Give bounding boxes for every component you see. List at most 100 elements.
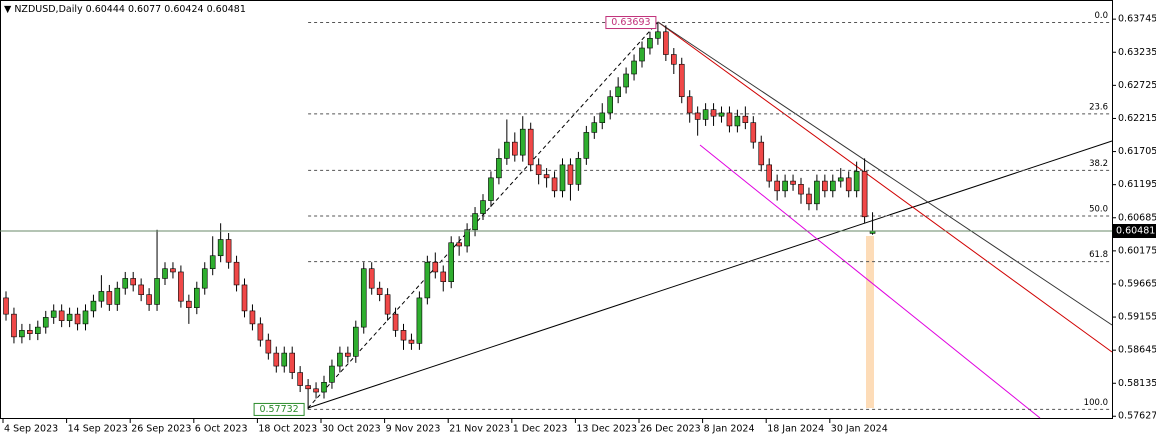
candle-body (845, 177, 852, 192)
candle-body (822, 180, 828, 192)
y-tick-label: 0.61195 (1118, 179, 1156, 190)
x-tick-label: 9 Nov 2023 (386, 424, 441, 435)
candle-body (384, 294, 391, 315)
fib-label: 61.8 (1089, 250, 1108, 260)
candle-body (34, 326, 41, 334)
candle-body (225, 239, 232, 263)
candle-body (42, 317, 49, 328)
candle-body (782, 180, 788, 192)
candle-body (694, 112, 701, 120)
candle-body (114, 287, 121, 305)
y-tick-label: 0.58645 (1118, 345, 1156, 356)
candle-body (527, 128, 534, 166)
candle-body (702, 109, 709, 120)
candle-body (511, 141, 518, 156)
x-tick-label: 26 Sep 2023 (131, 424, 191, 435)
header-low: 0.60424 (164, 4, 203, 15)
fib-high-box (605, 16, 657, 30)
x-tick-label: 8 Jan 2024 (704, 424, 755, 435)
candle-body (178, 271, 184, 302)
y-tick-label: 0.63235 (1118, 47, 1156, 58)
candle-body (217, 239, 224, 257)
y-tick-label: 0.62725 (1118, 80, 1156, 91)
candle-body (27, 330, 33, 334)
header-arrow: ▼ (4, 4, 14, 15)
candle-body (488, 177, 494, 201)
fib-low-box (253, 402, 305, 416)
fib-label: 23.6 (1089, 102, 1108, 112)
candle-body (861, 171, 868, 218)
candle-body (567, 164, 574, 185)
x-tick-label: 4 Sep 2023 (4, 424, 58, 435)
candle-body (321, 382, 327, 393)
candle-body (3, 297, 9, 315)
x-tick-label: 18 Oct 2023 (258, 424, 317, 435)
candle-body (543, 174, 550, 179)
candle-body (90, 300, 97, 312)
candle-body (734, 115, 741, 127)
candle-body (313, 388, 319, 393)
candle-body (162, 268, 168, 279)
candle-body (718, 112, 725, 117)
candle-body (670, 54, 677, 65)
candle-body (432, 261, 439, 273)
header-close: 0.60481 (207, 4, 246, 15)
candle-body (122, 278, 129, 289)
fib-label: 100.0 (1084, 398, 1108, 408)
y-tick-label: 0.59155 (1118, 312, 1156, 323)
candle-body (281, 352, 288, 367)
candle-body (710, 109, 717, 117)
candle-body (19, 330, 25, 338)
candle-body (678, 63, 685, 98)
candle-body (798, 184, 804, 195)
y-tick-label: 0.58135 (1118, 378, 1156, 389)
candle-body (456, 242, 462, 247)
candle-body (583, 132, 590, 159)
candle-body (519, 128, 526, 156)
candle-body (599, 112, 606, 123)
fib-label: 38.2 (1089, 159, 1108, 169)
candle-body (257, 323, 264, 341)
candle-body (130, 278, 136, 286)
candle-body (480, 200, 486, 214)
candle-body (535, 164, 542, 175)
candle-body (742, 115, 749, 123)
x-tick-label: 30 Oct 2023 (322, 424, 381, 435)
candle-body (11, 313, 17, 338)
candle-body (766, 164, 773, 182)
current-price-label: 0.60481 (1116, 226, 1155, 237)
candle-body (368, 268, 375, 289)
candle-body (201, 268, 208, 289)
candle-body (496, 158, 502, 179)
fib-low-label: 0.57732 (259, 404, 298, 415)
candle-body (392, 313, 399, 331)
candle-body (631, 60, 637, 75)
candle-body (289, 352, 296, 373)
candle-body (265, 339, 272, 354)
x-tick-label: 13 Dec 2023 (576, 424, 637, 435)
drawings (307, 21, 1113, 419)
y-tick-label: 0.57627 (1118, 411, 1156, 422)
candle-body (360, 268, 367, 328)
candle-body (241, 284, 248, 312)
candle-body (82, 310, 89, 325)
candle-body (806, 193, 812, 205)
fib-label: 0.0 (1094, 11, 1108, 21)
plot-frame (0, 0, 1113, 419)
candle-body (758, 141, 765, 166)
y-tick-label: 0.63745 (1118, 14, 1156, 25)
y-tick-label: 0.60685 (1118, 212, 1156, 223)
candle-body (146, 294, 152, 305)
candle-body (837, 177, 844, 182)
candle-body (814, 180, 820, 205)
candle-body (790, 180, 796, 185)
candle-body (408, 339, 415, 344)
current-price-box (1112, 224, 1156, 239)
candle-body (249, 310, 256, 325)
candle-body (58, 310, 65, 321)
candle-body (448, 242, 455, 282)
marks: 0.0 23.6 38.2 50.0 61.8 100.0 0.63693 0.57732 (0, 11, 1112, 416)
x-tick-label: 21 Nov 2023 (449, 424, 510, 435)
candle-body (416, 297, 423, 344)
